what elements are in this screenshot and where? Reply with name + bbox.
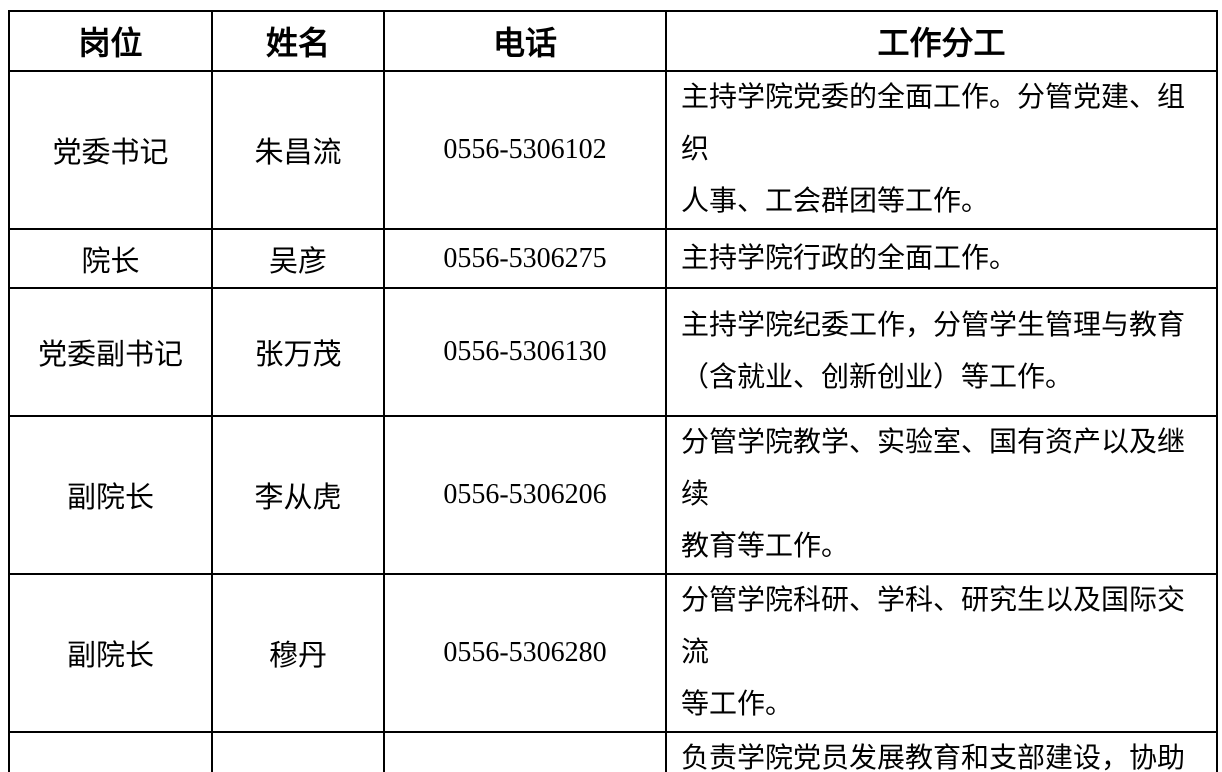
header-cell-phone: 电话: [383, 10, 667, 72]
header-cell-duty: 工作分工: [665, 10, 1218, 72]
cell-duty: 主持学院纪委工作，分管学生管理与教育 （含就业、创新创业）等工作。: [665, 287, 1218, 417]
table-row: 党委书记 朱昌流 0556-5306102 主持学院党委的全面工作。分管党建、组织 人…: [8, 70, 1218, 230]
cell-phone: 0556-5306130: [383, 287, 667, 417]
cell-name: 李从虎: [211, 415, 385, 575]
cell-position: 党委副书记: [8, 287, 213, 417]
cell-position: 副院长: [8, 573, 213, 733]
cell-duty: 主持学院行政的全面工作。: [665, 228, 1218, 289]
cell-name: 宛金龙: [211, 731, 385, 772]
cell-duty: 分管学院科研、学科、研究生以及国际交流 等工作。: [665, 573, 1218, 733]
cell-position: 党委书记: [8, 70, 213, 230]
cell-phone: 0556-5306275: [383, 228, 667, 289]
cell-position: 副院长: [8, 415, 213, 575]
cell-phone: 0556-5306280: [383, 573, 667, 733]
table-header-row: 岗位 姓名 电话 工作分工: [8, 10, 1218, 72]
cell-name: 穆丹: [211, 573, 385, 733]
header-cell-name: 姓名: [211, 10, 385, 72]
table-row: 副处级组织员宛金龙0556-5306130负责学院党员发展教育和支部建设，协助学…: [8, 731, 1218, 772]
cell-name: 吴彦: [211, 228, 385, 289]
table-body: 党委书记 朱昌流 0556-5306102 主持学院党委的全面工作。分管党建、组织 人…: [8, 70, 1218, 772]
table-row: 党委副书记 张万茂 0556-5306130 主持学院纪委工作，分管学生管理与教育 （…: [8, 287, 1218, 417]
cell-name: 张万茂: [211, 287, 385, 417]
table-row: 副院长 穆丹 0556-5306280 分管学院科研、学科、研究生以及国际交流 等工作…: [8, 573, 1218, 733]
header-cell-position: 岗位: [8, 10, 213, 72]
cell-name: 朱昌流: [211, 70, 385, 230]
cell-duty: 主持学院党委的全面工作。分管党建、组织 人事、工会群团等工作。: [665, 70, 1218, 230]
table-row: 副院长 李从虎 0556-5306206 分管学院教学、实验室、国有资产以及继续 教育…: [8, 415, 1218, 575]
leadership-contact-table: 岗位 姓名 电话 工作分工 党委书记 朱昌流 0556-5306102 主持学院党委的…: [8, 10, 1218, 772]
cell-phone: 0556-5306206: [383, 415, 667, 575]
cell-phone: 0556-5306102: [383, 70, 667, 230]
cell-position: 副处级组织员: [8, 731, 213, 772]
cell-phone: 0556-5306130: [383, 731, 667, 772]
cell-duty: 负责学院党员发展教育和支部建设，协助学 院党委书记做好党的建设工作。: [665, 731, 1218, 772]
cell-duty: 分管学院教学、实验室、国有资产以及继续 教育等工作。: [665, 415, 1218, 575]
table-row: 院长 吴彦 0556-5306275 主持学院行政的全面工作。: [8, 228, 1218, 289]
cell-position: 院长: [8, 228, 213, 289]
